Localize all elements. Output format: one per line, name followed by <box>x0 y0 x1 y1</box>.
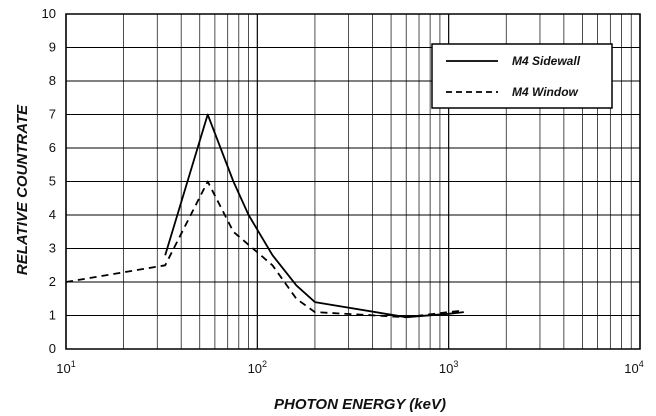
y-tick-label: 2 <box>49 274 56 289</box>
y-tick-label: 10 <box>42 6 56 21</box>
x-axis-title: PHOTON ENERGY (keV) <box>274 396 446 413</box>
legend-box <box>431 43 613 109</box>
y-tick-label: 8 <box>49 73 56 88</box>
legend-label-sidewall: M4 Sidewall <box>512 54 581 68</box>
x-tick-label: 102 <box>248 359 267 376</box>
x-tick-label: 101 <box>56 359 75 376</box>
y-tick-label: 0 <box>49 341 56 356</box>
y-tick-label: 9 <box>49 40 56 55</box>
y-tick-label: 3 <box>49 241 56 256</box>
y-tick-labels: 0 1 2 3 4 5 6 7 8 9 10 <box>42 6 56 356</box>
series-line-sidewall <box>164 113 464 319</box>
y-tick-label: 5 <box>49 174 56 189</box>
plot-frame <box>65 13 641 350</box>
y-tick-label: 6 <box>49 140 56 155</box>
legend-label-window: M4 Window <box>512 85 579 99</box>
x-tick-label: 104 <box>624 359 643 376</box>
y-tick-label: 4 <box>49 207 56 222</box>
legend: M4 Sidewall M4 Window <box>431 43 613 109</box>
y-tick-label: 7 <box>49 107 56 122</box>
y-axis-title: RELATIVE COUNTRATE <box>14 104 31 275</box>
series-layer <box>65 113 464 319</box>
x-tick-labels: 101 102 103 104 <box>56 359 643 376</box>
y-tick-label: 1 <box>49 308 56 323</box>
x-tick-label: 103 <box>439 359 458 376</box>
series-line-window <box>65 180 464 319</box>
